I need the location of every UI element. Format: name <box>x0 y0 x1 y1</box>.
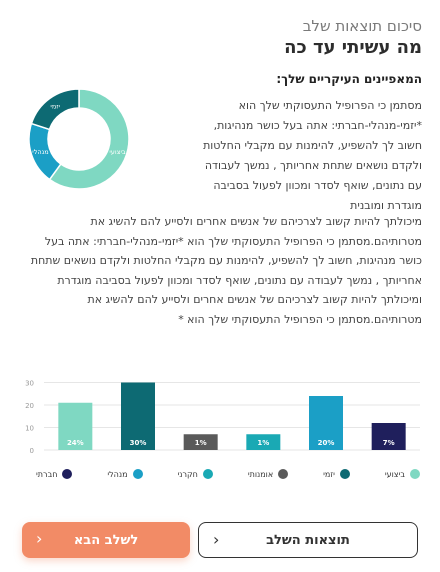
bar-value-label: 20% <box>318 439 335 447</box>
next-step-button[interactable]: לשלב הבא ‹ <box>22 522 190 558</box>
donut-slice-label: מנהלי <box>32 148 48 156</box>
legend-swatch <box>409 469 420 479</box>
next-step-label: לשלב הבא <box>73 532 139 548</box>
legend-swatch <box>339 469 350 479</box>
step-results-label: תוצאות השלב <box>266 532 350 548</box>
legend-item: מנהלי <box>107 469 143 479</box>
legend-swatch <box>278 469 289 479</box>
legend-label: יזמי <box>323 469 335 479</box>
page-title: מה עשיתי עד כה <box>284 37 422 58</box>
legend-item: חברתי <box>36 469 73 479</box>
step-results-button[interactable]: תוצאות השלב ‹ <box>198 522 418 558</box>
bar <box>121 382 155 450</box>
legend-item: יזמי <box>323 469 350 479</box>
step-label: סיכום תוצאות שלב <box>302 17 422 35</box>
bar-value-label: 1% <box>195 439 207 447</box>
legend-label: אומנותי <box>247 469 274 479</box>
page-header: סיכום תוצאות שלב מה עשיתי עד כה <box>18 16 422 60</box>
profile-donut-chart: ביצועי מנהלי יזמי <box>28 88 130 190</box>
donut-slice-label: ביצועי <box>109 148 126 156</box>
legend-label: ביצועי <box>384 469 405 479</box>
donut-slice-label: יזמי <box>50 103 60 111</box>
y-tick-label: 10 <box>25 425 34 433</box>
legend-label: חברתי <box>36 469 58 479</box>
bar-value-label: 24% <box>67 439 84 447</box>
legend-label: חקרני <box>177 469 198 479</box>
bar <box>371 423 406 450</box>
legend-item: אומנותי <box>247 469 289 479</box>
profile-bar-chart: 0 10 20 30 24% 30% 1% 1% 20% 7% <box>22 368 422 464</box>
bar-value-label: 1% <box>257 439 269 447</box>
bar <box>246 434 281 450</box>
legend-item: חקרני <box>177 469 213 479</box>
profile-description: מסתמן כי הפרופיל התעסוקתי שלך הוא *יזמי-… <box>203 99 422 212</box>
legend-swatch <box>62 469 73 479</box>
y-tick-label: 30 <box>25 380 34 388</box>
legend-swatch <box>202 469 213 479</box>
chevron-left-icon: ‹ <box>213 530 220 549</box>
donut-slice <box>48 88 130 190</box>
profile-description-extended: מיכולתך להיות קשוב לצרכיהם של אנשים אחרי… <box>30 215 422 326</box>
donut-slice <box>30 88 80 131</box>
bar <box>183 434 218 450</box>
section-title: המאפיינים העיקריים שלך: <box>276 72 422 86</box>
bar <box>58 402 93 450</box>
bar-value-label: 7% <box>383 439 395 447</box>
y-tick-label: 0 <box>30 447 34 455</box>
chart-legend: חברתי מנהלי חקרני אומנותי יזמי ביצועי <box>36 464 420 484</box>
legend-swatch <box>132 469 143 479</box>
legend-item: ביצועי <box>385 469 420 479</box>
bar <box>309 396 343 450</box>
y-tick-label: 20 <box>25 402 34 410</box>
chevron-left-icon: ‹ <box>36 529 43 548</box>
bar-value-label: 30% <box>130 439 147 447</box>
legend-label: מנהלי <box>107 469 128 479</box>
